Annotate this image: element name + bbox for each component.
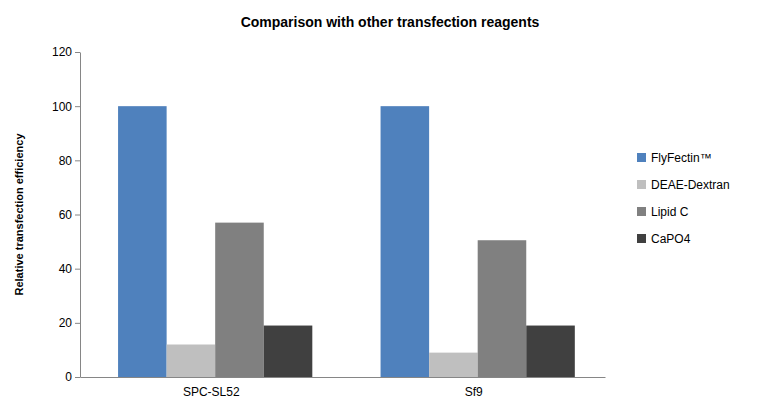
y-tick-label: 60 [59, 208, 73, 222]
legend-swatch [637, 234, 646, 243]
legend-swatch [637, 207, 646, 216]
x-tick: Sf9 [465, 385, 483, 399]
y-tick-label: 120 [52, 45, 72, 59]
y-tick-label: 80 [59, 154, 73, 168]
y-tick: 100 [52, 100, 80, 114]
y-axis-title: Relative transfection efficiency [13, 133, 25, 296]
y-tick-label: 20 [59, 316, 73, 330]
bar [118, 106, 167, 377]
y-axis-line [80, 53, 81, 378]
chart: 0 20 40 60 80 100 120 SPC-SL52 Sf9 Comparison wit… [0, 0, 757, 418]
y-tick-mark [75, 215, 80, 216]
y-tick-label: 100 [52, 100, 72, 114]
bar [526, 326, 575, 377]
bar [478, 240, 527, 377]
bar [381, 106, 430, 377]
y-tick: 0 [65, 370, 80, 384]
legend-swatch [637, 180, 646, 189]
y-tick-mark [75, 377, 80, 378]
x-axis-line [81, 377, 606, 378]
y-tick: 20 [59, 316, 80, 330]
plot: 0 20 40 60 80 100 120 SPC-SL52 Sf9 [52, 45, 606, 398]
x-axis: SPC-SL52 Sf9 [81, 378, 606, 399]
y-tick: 40 [59, 262, 80, 276]
legend-label: CaPO4 [651, 232, 691, 246]
y-tick-mark [75, 106, 80, 107]
bars [118, 106, 575, 377]
legend-label: FlyFectin™ [651, 151, 712, 165]
legend-label: DEAE-Dextran [651, 178, 730, 192]
legend-swatch [637, 153, 646, 162]
y-tick-mark [75, 323, 80, 324]
bar [167, 345, 216, 378]
y-tick-label: 40 [59, 262, 73, 276]
legend: FlyFectin™ DEAE-Dextran Lipid C CaPO4 [637, 151, 730, 246]
x-tick: SPC-SL52 [183, 385, 240, 399]
title: Comparison with other transfection reage… [241, 14, 540, 30]
y-tick-mark [75, 52, 80, 53]
bar [264, 326, 313, 377]
y-tick: 120 [52, 45, 80, 59]
y-tick-label: 0 [65, 370, 72, 384]
y-tick: 80 [59, 154, 80, 168]
y-axis: 0 20 40 60 80 100 120 [52, 45, 81, 384]
bar [429, 353, 478, 377]
y-tick: 60 [59, 208, 80, 222]
y-tick-mark [75, 269, 80, 270]
x-tick-label: Sf9 [465, 385, 483, 399]
legend-label: Lipid C [651, 205, 689, 219]
y-tick-mark [75, 160, 80, 161]
x-tick-label: SPC-SL52 [183, 385, 240, 399]
bar [215, 223, 264, 377]
